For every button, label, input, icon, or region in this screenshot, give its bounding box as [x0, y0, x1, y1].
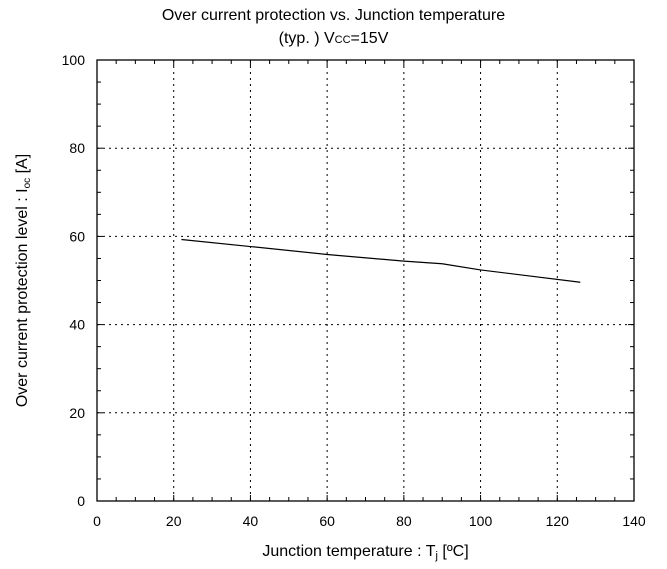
- x-tick-label: 60: [319, 513, 335, 529]
- y-axis-label: Over current protection level : Ioc [A]: [14, 154, 33, 407]
- grid-lines: [97, 60, 634, 501]
- subtitle-subscript: CC: [334, 34, 351, 46]
- x-tick-label: 140: [622, 513, 646, 529]
- plot-frame: [96, 59, 635, 502]
- subtitle-suffix: =15V: [350, 30, 389, 47]
- chart-title: Over current protection vs. Junction tem…: [161, 7, 506, 24]
- y-tick-label: 60: [69, 228, 85, 244]
- y-axis-label-main: Over current protection level : I: [14, 188, 31, 407]
- y-tick-label: 80: [69, 140, 85, 156]
- x-tick-label: 100: [469, 513, 493, 529]
- y-tick-labels: 0 20 40 60 80 100: [62, 52, 86, 509]
- y-axis-label-sub: oc: [22, 178, 33, 189]
- y-tick-label: 40: [69, 317, 85, 333]
- x-tick-label: 0: [93, 513, 101, 529]
- y-tick-label: 100: [62, 52, 86, 68]
- x-axis-label: Junction temperature : Tj [ºC]: [262, 543, 468, 562]
- x-tick-label: 20: [166, 513, 182, 529]
- x-axis-label-main: Junction temperature : T: [262, 543, 435, 560]
- chart-subtitle: (typ. ) VCC=15V: [0, 29, 667, 50]
- x-axis-label-sub: j: [434, 550, 437, 562]
- series-line: [181, 238, 581, 283]
- y-tick-label: 0: [77, 493, 85, 509]
- x-tick-labels: 0 20 40 60 80 100 120 140: [93, 513, 646, 529]
- subtitle-prefix: (typ. ) V: [278, 30, 335, 47]
- y-tick-label: 20: [69, 405, 85, 421]
- x-axis-label-tail: [ºC]: [438, 543, 469, 560]
- x-tick-label: 80: [396, 513, 412, 529]
- x-tick-label: 40: [243, 513, 259, 529]
- minor-ticks: [96, 59, 635, 502]
- y-axis-label-tail: [A]: [14, 154, 31, 178]
- x-tick-label: 120: [546, 513, 570, 529]
- series-group: [181, 238, 581, 283]
